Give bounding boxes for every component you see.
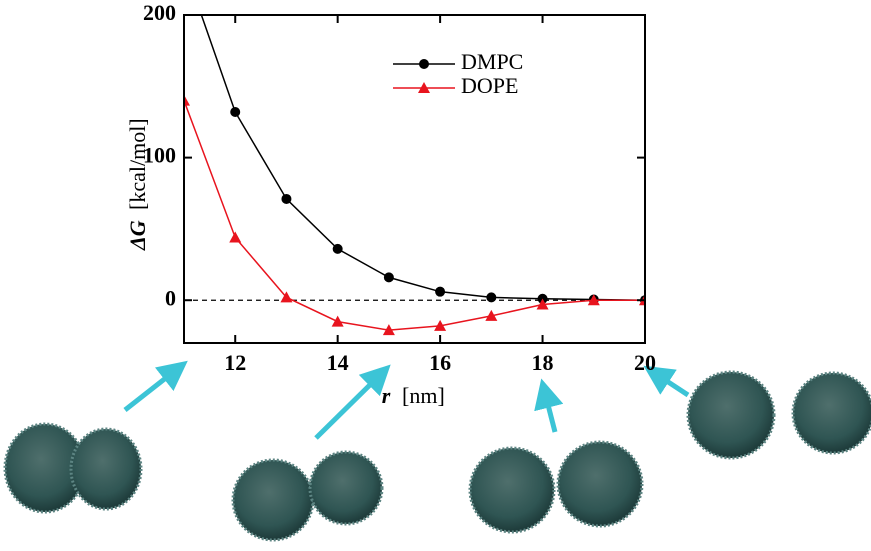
y-axis-label-group: ΔG [kcal/mol] (125, 118, 150, 251)
x-tick-label: 14 (327, 350, 349, 375)
legend-marker (419, 59, 429, 69)
y-axis-label: ΔG (125, 220, 150, 251)
marker (332, 316, 344, 327)
series-group (178, 0, 651, 335)
y-axis-unit: [kcal/mol] (125, 118, 150, 210)
x-axis-label: r (382, 383, 391, 408)
legend-label: DMPC (461, 49, 523, 74)
legend-label: DOPE (461, 73, 518, 98)
y-tick-label: 200 (143, 0, 176, 25)
series-line (184, 101, 645, 331)
x-tick-label: 18 (532, 350, 554, 375)
series-line (184, 0, 645, 300)
marker (230, 107, 240, 117)
x-tick-label: 12 (224, 350, 246, 375)
x-axis-unit: [nm] (402, 383, 445, 408)
figure: 12141618200100200r[nm]ΔG[kcal/mol]DMPCDO… (0, 0, 871, 546)
marker (281, 194, 291, 204)
marker (333, 244, 343, 254)
marker (486, 292, 496, 302)
marker (435, 287, 445, 297)
y-tick-label: 0 (165, 285, 176, 310)
x-tick-label: 20 (634, 350, 656, 375)
marker (229, 231, 241, 242)
marker (384, 272, 394, 282)
x-tick-label: 16 (429, 350, 451, 375)
